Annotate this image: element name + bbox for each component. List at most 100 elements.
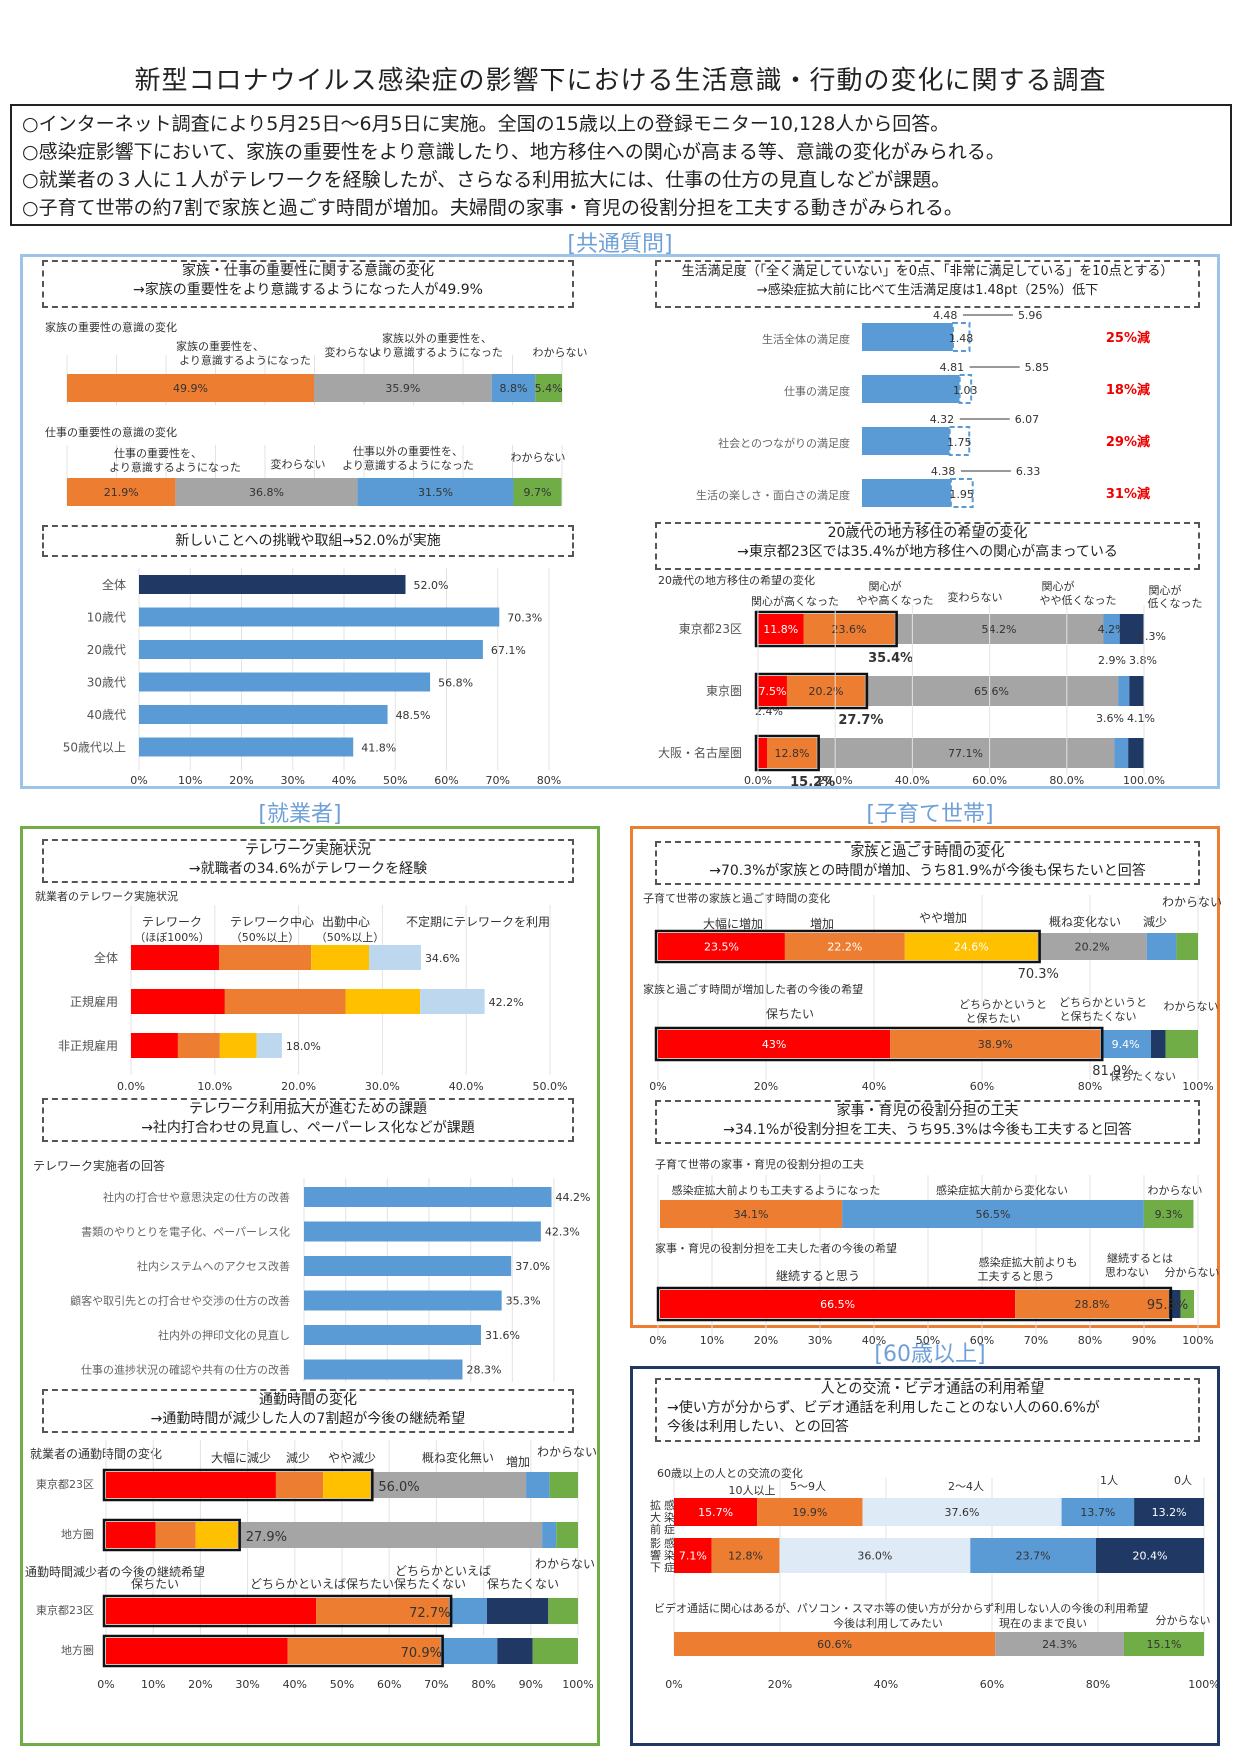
category-label: 非正規雇用: [58, 1038, 118, 1053]
issue-bar: [304, 1290, 502, 1311]
heading-line: 20歳代の地方移住の希望の変化: [827, 525, 1028, 541]
x-tick-label: 30%: [808, 1334, 832, 1347]
category-label: 生活全体の満足度: [762, 332, 850, 346]
segment-label: 現在のままで良い: [999, 1616, 1087, 1630]
x-tick-label: 80%: [1086, 1678, 1110, 1691]
x-tick-label: 70%: [486, 774, 510, 787]
x-tick-label: 60%: [434, 774, 458, 787]
data-label: 8.8%: [500, 382, 528, 395]
data-label: 20.2%: [808, 685, 843, 698]
telework-bar-segment: [131, 945, 219, 970]
x-tick-label: 90%: [519, 1678, 543, 1691]
data-label: 36.8%: [249, 486, 284, 499]
satisfaction-drop-box: [951, 322, 971, 352]
heading-line: 家族・仕事の重要性に関する意識の変化: [182, 263, 434, 279]
family-future-bar-segment: [1151, 1030, 1166, 1058]
data-label: 13.2%: [1152, 1506, 1187, 1519]
total-label: 56.0%: [378, 1480, 419, 1495]
housework-heading: 家事・育児の役割分担の工夫 →34.1%が役割分担を工夫、うち95.3%は今後も工…: [655, 1100, 1200, 1144]
video-bar-segment: [995, 1632, 1124, 1656]
data-label: 3.8%: [1129, 654, 1157, 667]
family-time-bar-segment: [1176, 933, 1198, 960]
data-label: 24.6%: [954, 941, 989, 954]
relocation-bar-segment: [1129, 676, 1144, 706]
segment-label: 関心が高くなった: [751, 594, 839, 608]
telework-bar-segment: [311, 945, 369, 970]
total-label: 27.9%: [246, 1530, 287, 1545]
commute-bar-segment: [155, 1522, 196, 1548]
issue-bar: [304, 1256, 512, 1276]
x-tick-label: 50%: [383, 774, 407, 787]
work-bar-segment: [175, 478, 358, 506]
telework-bar-segment: [368, 945, 421, 970]
family-time-bar-segment: [1037, 933, 1147, 960]
data-label: 11.8%: [763, 623, 798, 636]
relocation-heading: 20歳代の地方移住の希望の変化 →東京都23区では35.4%が地方移住への関心が高…: [655, 522, 1200, 570]
x-tick-label: 100%: [562, 1678, 593, 1691]
exchange-after-bar-segment: [674, 1538, 712, 1573]
category-label: 地方圏: [61, 1527, 94, 1541]
row-label-char: 感: [664, 1499, 675, 1512]
satisfaction-after-bar: [862, 427, 950, 455]
segment-label: わからない: [537, 1445, 597, 1459]
x-tick-label: 50.0%: [533, 1080, 568, 1093]
drop-label: 1.48: [949, 332, 974, 345]
data-label: 15.1%: [1147, 1638, 1182, 1651]
x-tick-label: 10%: [700, 1334, 724, 1347]
after-label: 4.81: [940, 361, 965, 374]
data-label: 66.5%: [820, 1298, 855, 1311]
segment-label: どちらかというと: [1059, 996, 1147, 1009]
work-bar-segment: [513, 478, 562, 506]
challenge-heading: 新しいことへの挑戦や取組→52.0%が実施: [42, 525, 574, 557]
data-label: 43%: [762, 1038, 786, 1051]
value-label: 37.0%: [515, 1260, 550, 1273]
before-label: 5.96: [1018, 309, 1043, 322]
data-label: 4.1%: [1127, 712, 1155, 725]
x-tick-label: 40.0%: [895, 774, 930, 787]
heading-line: 生活満足度（「全く満足していない」を0点、「非常に満足している」を10点とする）: [681, 264, 1174, 279]
value-label: 44.2%: [556, 1191, 591, 1204]
category-label: 10歳代: [87, 611, 126, 625]
exchange-before-bar-segment: [1061, 1498, 1135, 1526]
x-tick-label: 40%: [283, 1678, 307, 1691]
section-child: [子育て世帯]: [866, 802, 994, 827]
total-label: 18.0%: [286, 1040, 321, 1053]
value-label: 41.8%: [361, 742, 396, 755]
total-label: 27.7%: [838, 713, 883, 728]
segment-label: 概ね変化ない: [1049, 914, 1121, 929]
chart-title: 家族の重要性の意識の変化: [45, 320, 177, 334]
heading-line: 人との交流・ビデオ通話の利用希望: [820, 1381, 1045, 1397]
chart-title: 子育て世帯の家事・育児の役割分担の工夫: [655, 1157, 864, 1171]
segment-label: 工夫すると思う: [978, 1270, 1055, 1283]
segment-label: 家族の重要性を、: [176, 339, 264, 353]
commute-bar-segment: [556, 1522, 578, 1548]
segment-label: どちらかというと: [959, 998, 1047, 1011]
row-label-char: 染: [664, 1548, 675, 1562]
segment-label: テレワーク中心: [230, 914, 314, 929]
after-label: 4.32: [930, 413, 955, 426]
category-label: 東京都23区: [679, 622, 742, 636]
x-tick-label: 60%: [980, 1678, 1004, 1691]
total-label: 72.7%: [409, 1606, 450, 1621]
work-bar-segment: [67, 478, 176, 506]
workers-panel: [20, 826, 600, 1746]
family-time-bar-segment: [904, 933, 1038, 960]
family-future-bar-segment: [1100, 1030, 1152, 1058]
family-work-heading: 家族・仕事の重要性に関する意識の変化 →家族の重要性をより意識するようになった人が…: [42, 260, 574, 308]
challenge-bar: [139, 607, 500, 627]
data-label: 35.9%: [385, 382, 420, 395]
row-label-char: 影: [650, 1537, 661, 1550]
family-future-bar-segment: [658, 1030, 891, 1058]
segment-label: 大幅に増加: [703, 916, 763, 931]
data-label: 3.6%: [1096, 712, 1124, 725]
data-label: 31.5%: [418, 486, 453, 499]
data-label: 13.7%: [1080, 1506, 1115, 1519]
relocation-bar-segment: [767, 738, 817, 768]
x-tick-label: 30.0%: [365, 1080, 400, 1093]
satisfaction-drop-box: [949, 478, 974, 508]
segment-label: 保ちたい: [766, 1007, 814, 1021]
exchange-before-bar-segment: [862, 1498, 1062, 1526]
row-label-char: 下: [650, 1561, 661, 1574]
relocation-bar-segment: [803, 614, 895, 644]
segment-label: 低くなった: [1148, 597, 1203, 610]
